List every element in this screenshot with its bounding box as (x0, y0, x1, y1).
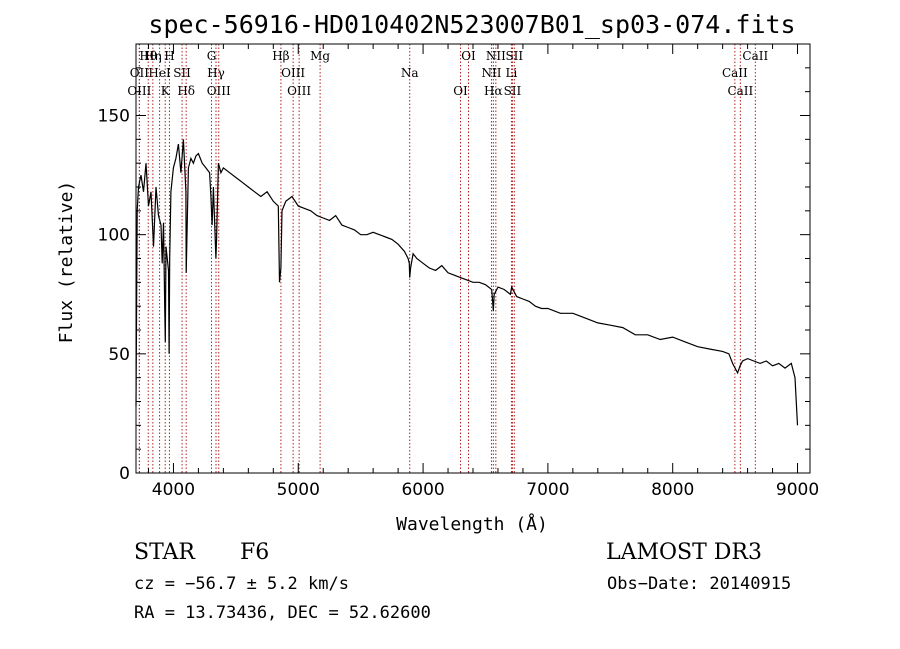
spectral-line-label-11: OIII (207, 84, 231, 98)
object-class: STAR (134, 540, 195, 565)
coordinates: RA = 13.73436, DEC = 52.62600 (134, 603, 431, 623)
spectral-line-label-20: Hα (484, 84, 503, 98)
spectral-line-label-1: OII (130, 66, 150, 80)
spectral-line-label-4: HeI (148, 66, 171, 80)
spectral-line-label-23: SII (504, 84, 522, 98)
spectral-line-label-24: SII (505, 49, 523, 63)
x-tick-label-4: 8000 (651, 480, 694, 500)
x-tick-label-1: 5000 (277, 480, 320, 500)
spectral-line-label-3: Hη (144, 49, 162, 63)
spectral-line-label-2: OIII (127, 84, 151, 98)
redshift-text: cz = −56.7 ± 5.2 km/s (134, 574, 349, 594)
chart-title: spec-56916-HD010402N523007B01_sp03-074.f… (148, 10, 795, 39)
object-subclass: F6 (240, 540, 270, 565)
x-tick-label-0: 4000 (152, 480, 195, 500)
spectral-line-label-16: Na (401, 66, 419, 80)
x-tick-label-2: 6000 (401, 480, 444, 500)
spectrum-series-line (135, 139, 799, 426)
spectral-line-label-0: Hθ (139, 49, 157, 63)
spectral-line-label-18: OI (461, 49, 476, 63)
spectral-lines-layer (138, 44, 756, 473)
spectral-line-label-27: CaII (742, 49, 768, 63)
spectral-line-label-12: Hβ (272, 49, 289, 63)
spectral-line-label-5: K (161, 84, 171, 98)
spectral-line-label-7: SII (173, 66, 191, 80)
y-tick-label-3: 150 (98, 107, 130, 127)
spectral-line-label-25: CaII (722, 66, 748, 80)
spectral-line-label-22: Li (506, 66, 518, 80)
plot-frame (135, 43, 811, 474)
spectral-line-label-6: H (164, 49, 174, 63)
spectral-line-label-15: Mg (310, 49, 330, 63)
obs-date: Obs−Date: 20140915 (607, 574, 792, 594)
spectral-line-label-19: NII (481, 66, 501, 80)
spectral-line-label-17: OI (453, 84, 468, 98)
spectral-line-labels: Hθ OII OIII Hη HeI K H SII Hδ G Hγ OIII Hβ OIII OIII Mg… (127, 49, 768, 98)
x-axis-label: Wavelength (Å) (396, 513, 548, 535)
y-axis-label: Flux (relative) (56, 181, 77, 344)
spectral-line-label-14: OIII (287, 84, 311, 98)
spectral-line-label-13: OIII (281, 66, 305, 80)
spectral-line-label-10: Hγ (207, 66, 225, 80)
y-tick-label-0: 0 (119, 464, 130, 484)
x-tick-label-5: 9000 (776, 480, 819, 500)
y-tick-label-2: 100 (98, 226, 130, 246)
axis-ticks: 4000 5000 6000 7000 8000 9000 0 50 100 150 (98, 44, 819, 500)
spectral-line-label-9: G (207, 49, 217, 63)
spectral-line-label-21: NII (486, 49, 506, 63)
y-tick-label-1: 50 (108, 345, 130, 365)
x-tick-label-3: 7000 (526, 480, 569, 500)
survey-name: LAMOST DR3 (606, 540, 762, 565)
spectral-line-label-26: CaII (727, 84, 753, 98)
spectrum-chart: spec-56916-HD010402N523007B01_sp03-074.f… (56, 10, 819, 535)
spectral-line-label-8: Hδ (177, 84, 195, 98)
